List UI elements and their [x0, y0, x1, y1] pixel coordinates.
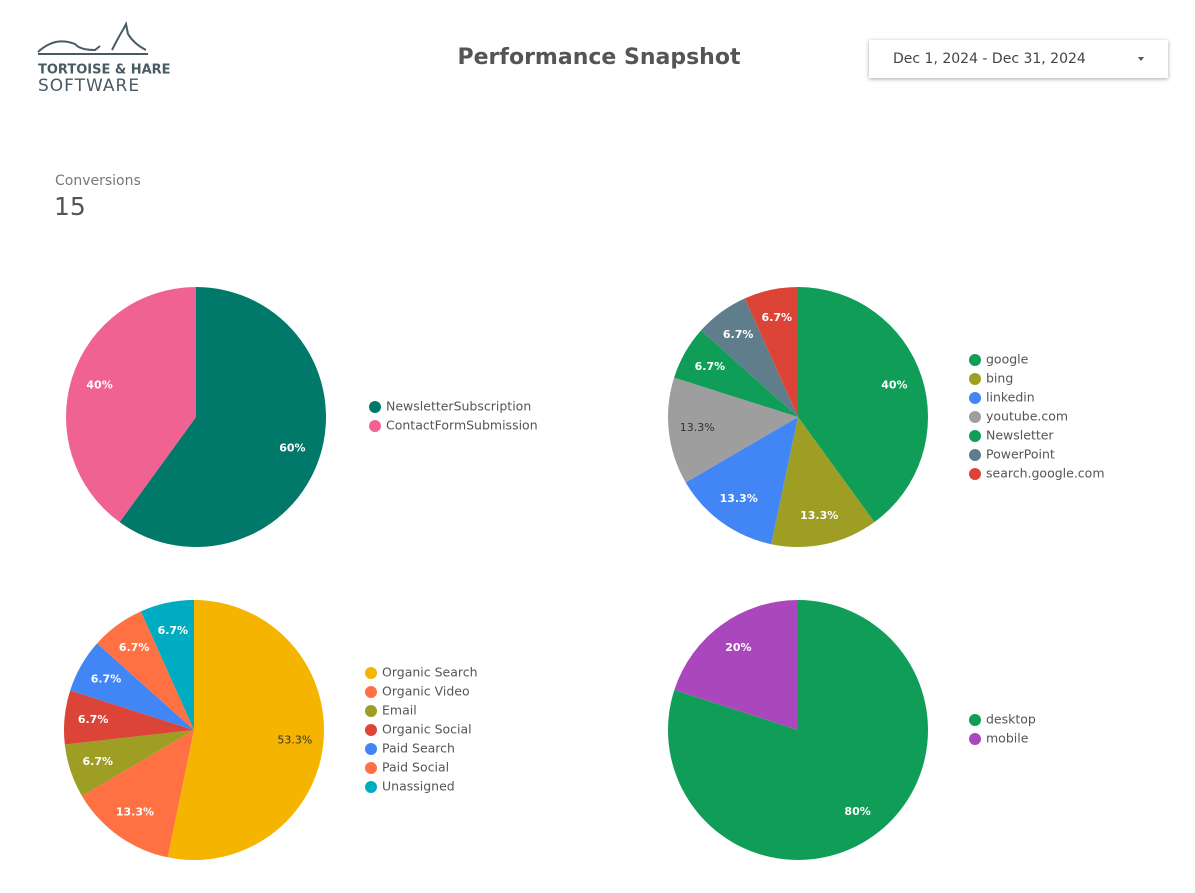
date-range-picker[interactable]: Dec 1, 2024 - Dec 31, 2024 — [869, 40, 1168, 78]
legend-swatch — [365, 724, 377, 736]
slice-label: 13.3% — [680, 421, 715, 434]
legend-swatch — [365, 762, 377, 774]
page-title: Performance Snapshot — [458, 45, 741, 70]
pie-slice — [97, 611, 194, 730]
legend-label: Newsletter — [986, 428, 1054, 443]
legend-swatch — [365, 743, 377, 755]
pie-slice — [66, 287, 196, 523]
legend-swatch — [969, 449, 981, 461]
legend-swatch — [969, 714, 981, 726]
pie-slice — [685, 417, 798, 545]
pie-slice — [119, 287, 327, 548]
slice-label: 6.7% — [83, 755, 114, 768]
slice-label: 13.3% — [116, 805, 154, 818]
legend-label: Paid Social — [382, 760, 449, 775]
logo-bottom: SOFTWARE — [38, 76, 140, 96]
legend-swatch — [969, 392, 981, 404]
slice-label: 6.7% — [119, 641, 150, 654]
pie-slice — [70, 643, 194, 730]
slice-label: 20% — [725, 641, 751, 654]
legend-label: NewsletterSubscription — [386, 399, 531, 414]
dropdown-arrow — [1138, 57, 1144, 64]
legend-swatch — [969, 733, 981, 745]
legend-label: Organic Search — [382, 665, 478, 680]
legend-swatch — [365, 686, 377, 698]
legend-label: youtube.com — [986, 409, 1068, 424]
logo-top: TORTOISE & HARE — [38, 63, 171, 78]
legend-label: Organic Video — [382, 684, 470, 699]
slice-label: 6.7% — [762, 311, 793, 324]
legend-label: linkedin — [986, 390, 1035, 405]
slice-label: 6.7% — [695, 360, 726, 373]
pie-slice — [744, 287, 798, 417]
slice-label: 13.3% — [800, 509, 838, 522]
pie-slice — [674, 330, 798, 417]
pie-slice — [167, 600, 324, 860]
pie-slice — [798, 287, 928, 523]
date-range: Dec 1, 2024 - Dec 31, 2024 — [893, 51, 1086, 67]
legend-swatch — [365, 781, 377, 793]
legend-swatch — [369, 401, 381, 413]
pie-slice — [63, 690, 194, 745]
scorecard-label: Conversions — [55, 173, 141, 189]
slice-label: 6.7% — [78, 713, 109, 726]
legend-swatch — [369, 420, 381, 432]
legend-swatch — [969, 468, 981, 480]
legend-swatch — [969, 411, 981, 423]
legend-swatch — [365, 705, 377, 717]
legend-label: google — [986, 352, 1029, 367]
legend-swatch — [969, 430, 981, 442]
logo — [37, 20, 148, 55]
slice-label: 13.3% — [720, 492, 758, 505]
legend-label: Unassigned — [382, 779, 455, 794]
legend-label: PowerPoint — [986, 447, 1055, 462]
pie-slice — [64, 730, 194, 796]
legend-label: Paid Search — [382, 741, 455, 756]
slice-label: 53.3% — [277, 733, 312, 746]
pie-slice — [668, 377, 798, 483]
legend-label: ContactFormSubmission — [386, 418, 538, 433]
pie-slice — [674, 600, 798, 730]
slice-label: 6.7% — [91, 673, 122, 686]
slice-label: 40% — [86, 379, 112, 392]
legend-label: bing — [986, 371, 1013, 386]
legend-label: Organic Social — [382, 722, 472, 737]
pie-slice — [140, 600, 194, 730]
slice-label: 60% — [279, 441, 305, 454]
pie-slice — [81, 730, 194, 858]
slice-label: 6.7% — [723, 328, 754, 341]
legend-label: Email — [382, 703, 417, 718]
legend-label: mobile — [986, 731, 1029, 746]
slice-label: 40% — [881, 379, 907, 392]
legend-swatch — [969, 354, 981, 366]
slice-label: 6.7% — [158, 624, 189, 637]
pie-slice — [701, 298, 798, 417]
legend-label: search.google.com — [986, 466, 1105, 481]
legend-swatch — [969, 373, 981, 385]
legend-label: desktop — [986, 712, 1036, 727]
scorecard-value: 15 — [54, 192, 86, 221]
pie-slice — [771, 417, 875, 547]
slice-label: 80% — [844, 805, 870, 818]
legend-swatch — [365, 667, 377, 679]
